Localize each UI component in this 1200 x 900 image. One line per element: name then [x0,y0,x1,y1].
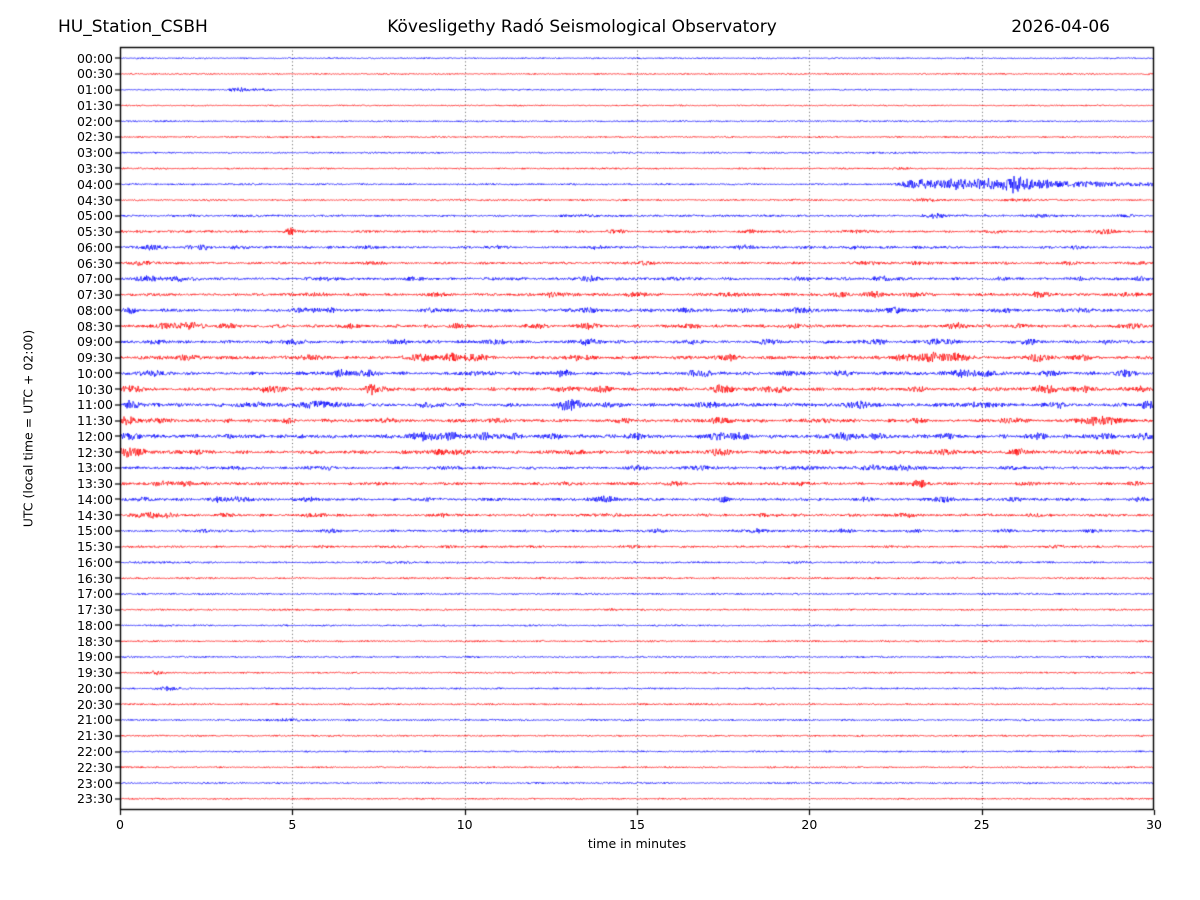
y-tick-label: 18:00 [76,617,113,633]
y-tick-label: 13:30 [76,476,113,492]
x-tick-label: 30 [1146,817,1162,832]
y-tick-label: 21:00 [76,712,113,728]
y-tick-label: 16:00 [76,554,113,570]
y-tick-label: 15:00 [76,523,113,539]
y-tick-label: 07:30 [76,287,113,303]
y-tick-label: 04:30 [76,192,113,208]
y-tick-label: 14:00 [76,491,113,507]
x-tick-label: 25 [973,817,990,832]
y-tick-label: 04:00 [76,176,113,192]
y-tick-label: 08:30 [76,318,113,334]
y-tick-label: 16:30 [76,570,113,586]
y-tick-label: 09:00 [76,334,113,350]
x-tick-label: 10 [456,817,473,832]
y-tick-label: 02:30 [76,129,113,145]
y-tick-label: 20:30 [76,696,113,712]
x-tick-label: 0 [116,817,124,832]
y-tick-label: 06:00 [76,239,113,255]
y-tick-label: 05:00 [76,208,113,224]
y-tick-label: 09:30 [76,350,113,366]
y-tick-label: 22:30 [76,759,113,775]
y-tick-label: 01:30 [76,97,113,113]
x-axis-label: time in minutes [587,836,687,851]
x-tick-label: 5 [288,817,297,832]
y-tick-label: 10:30 [76,381,113,397]
y-axis-label: UTC (local time = UTC + 02:00) [20,329,36,528]
y-tick-label: 20:00 [76,680,113,696]
y-tick-label: 14:30 [76,507,113,523]
y-tick-label: 19:00 [76,649,113,665]
y-tick-label: 08:00 [76,302,113,318]
y-tick-label: 17:30 [76,602,113,618]
y-tick-label: 05:30 [76,224,113,240]
x-tick-label: 15 [629,817,645,832]
y-tick-label: 11:30 [76,413,113,429]
y-tick-label: 02:00 [76,113,113,129]
y-tick-label: 19:30 [76,665,113,681]
y-tick-label: 03:00 [76,145,113,161]
y-tick-label: 13:00 [76,460,113,476]
y-tick-label: 10:00 [76,365,113,381]
y-tick-label: 07:00 [76,271,113,287]
y-tick-label: 12:30 [76,444,113,460]
y-tick-label: 01:00 [76,82,113,98]
y-tick-label: 00:00 [76,50,113,66]
y-tick-label: 23:00 [76,775,113,791]
observatory-title: Kövesligethy Radó Seismological Observat… [387,17,777,37]
y-tick-label: 17:00 [76,586,113,602]
y-tick-label: 23:30 [76,791,113,807]
x-tick-label: 20 [801,817,818,832]
y-tick-label: 00:30 [76,66,113,82]
y-tick-label: 22:00 [76,744,113,759]
record-date: 2026-04-06 [1011,17,1110,37]
y-tick-label: 03:30 [76,160,113,176]
y-tick-label: 18:30 [76,633,113,649]
y-tick-label: 11:00 [76,397,113,413]
y-tick-label: 12:00 [76,428,113,444]
y-tick-label: 21:30 [76,728,113,744]
station-code: HU_Station_CSBH [58,17,208,37]
y-tick-label: 06:30 [76,255,113,271]
y-tick-label: 15:30 [76,539,113,555]
